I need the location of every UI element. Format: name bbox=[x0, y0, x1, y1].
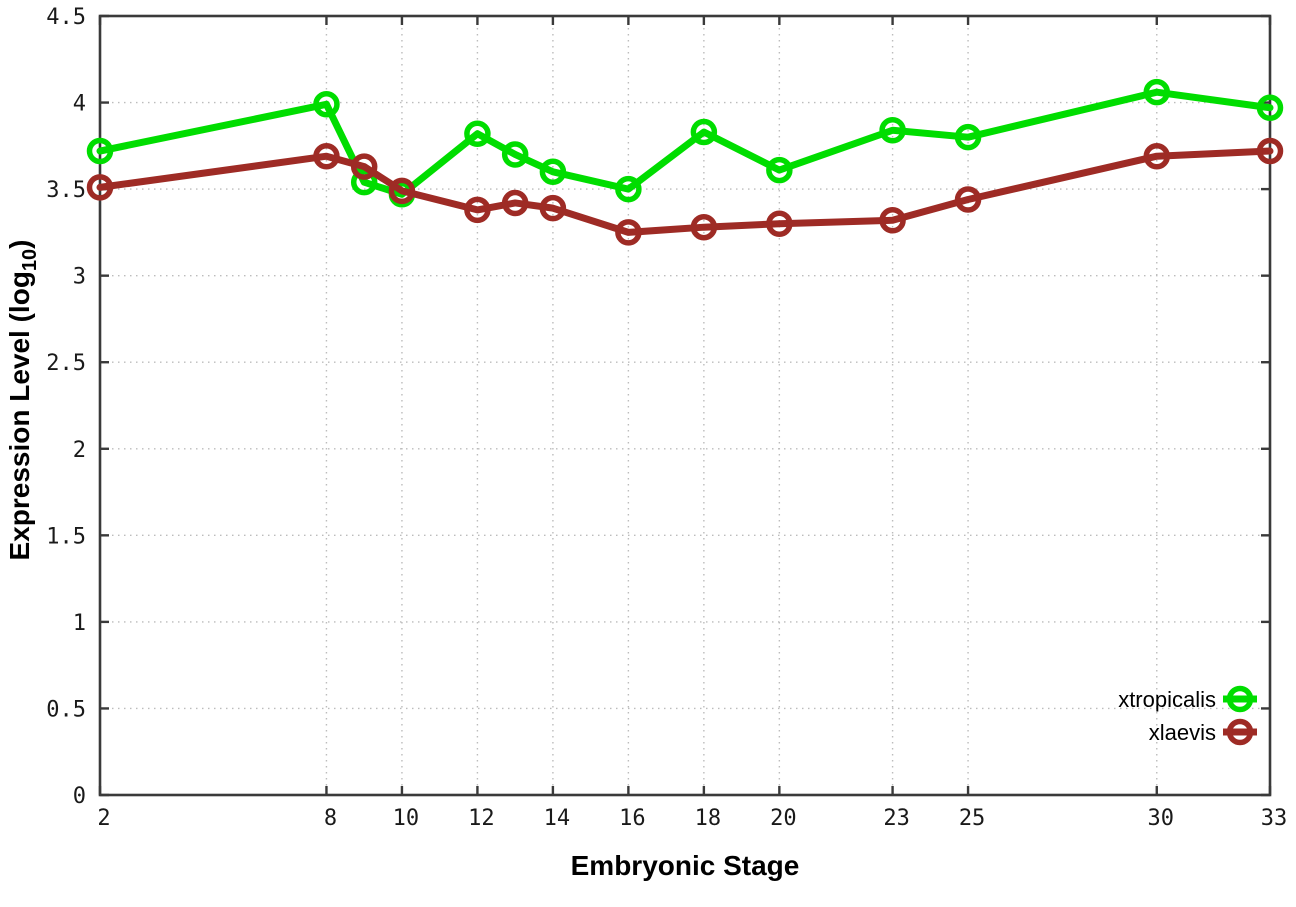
data-point-xtropicalis[interactable] bbox=[615, 175, 642, 203]
y-tick-label: 3 bbox=[73, 265, 86, 290]
data-point-xtropicalis[interactable] bbox=[766, 156, 793, 184]
x-tick-label: 30 bbox=[1148, 806, 1175, 831]
data-point-xtropicalis[interactable] bbox=[86, 137, 114, 165]
x-tick-label: 2 bbox=[97, 806, 110, 831]
data-point-xtropicalis[interactable] bbox=[1143, 78, 1171, 106]
data-point-xlaevis[interactable] bbox=[1256, 137, 1284, 165]
data-point-xlaevis[interactable] bbox=[879, 207, 906, 234]
y-tick-label: 4 bbox=[73, 92, 86, 117]
x-tick-label: 14 bbox=[544, 806, 571, 831]
x-tick-label: 25 bbox=[959, 806, 986, 831]
y-tick-label: 3.5 bbox=[46, 178, 86, 203]
y-axis-title-text: Expression Level (log bbox=[4, 271, 35, 561]
data-point-xlaevis[interactable] bbox=[539, 194, 567, 222]
x-tick-label: 23 bbox=[883, 806, 910, 831]
x-tick-label: 16 bbox=[619, 806, 646, 831]
x-axis-title: Embryonic Stage bbox=[0, 850, 1296, 882]
y-tick-label: 0 bbox=[73, 784, 86, 809]
legend-sample-marker-xlaevis bbox=[1226, 718, 1254, 746]
legend-sample-marker-xtropicalis bbox=[1226, 685, 1254, 713]
y-tick-label: 2 bbox=[73, 438, 86, 463]
data-point-xlaevis[interactable] bbox=[501, 189, 529, 217]
data-point-xtropicalis[interactable] bbox=[313, 91, 340, 118]
y-tick-label: 1.5 bbox=[46, 524, 86, 549]
series-line-xlaevis bbox=[96, 147, 1274, 236]
legend-label-xlaevis: xlaevis bbox=[1149, 720, 1216, 745]
x-tick-label: 18 bbox=[695, 806, 722, 831]
data-point-xlaevis[interactable] bbox=[388, 177, 416, 205]
x-tick-label: 20 bbox=[770, 806, 797, 831]
data-point-xlaevis[interactable] bbox=[690, 213, 718, 241]
data-point-xlaevis[interactable] bbox=[1143, 142, 1171, 170]
data-point-xtropicalis[interactable] bbox=[690, 118, 718, 146]
data-point-xtropicalis[interactable] bbox=[1256, 94, 1284, 121]
y-axis-title-subscript: 10 bbox=[19, 248, 41, 272]
x-tick-label: 8 bbox=[324, 806, 337, 831]
y-tick-label: 4.5 bbox=[46, 5, 86, 30]
x-tick-label: 10 bbox=[393, 806, 420, 831]
data-point-xtropicalis[interactable] bbox=[954, 123, 982, 151]
legend-label-xtropicalis: xtropicalis bbox=[1118, 687, 1216, 712]
data-point-xlaevis[interactable] bbox=[766, 210, 793, 237]
series-line-xtropicalis bbox=[96, 88, 1274, 198]
data-point-xlaevis[interactable] bbox=[615, 219, 642, 246]
data-point-xtropicalis[interactable] bbox=[501, 141, 529, 168]
data-point-xlaevis[interactable] bbox=[464, 196, 491, 224]
data-point-xlaevis[interactable] bbox=[313, 142, 340, 170]
y-axis-title: Expression Level (log10) bbox=[4, 239, 41, 561]
y-tick-label: 1 bbox=[73, 611, 86, 636]
x-tick-label: 12 bbox=[468, 806, 495, 831]
y-tick-label: 2.5 bbox=[46, 351, 86, 376]
y-axis-title-suffix: ) bbox=[4, 239, 35, 249]
data-point-xlaevis[interactable] bbox=[350, 153, 378, 180]
data-point-xlaevis[interactable] bbox=[86, 174, 114, 201]
data-point-xtropicalis[interactable] bbox=[350, 168, 378, 196]
data-point-xtropicalis[interactable] bbox=[464, 120, 491, 147]
x-tick-label: 33 bbox=[1261, 806, 1288, 831]
data-point-xtropicalis[interactable] bbox=[539, 158, 567, 186]
data-point-xlaevis[interactable] bbox=[954, 186, 982, 213]
plot-border bbox=[98, 14, 1272, 797]
data-point-xtropicalis[interactable] bbox=[879, 117, 906, 144]
x-axis-title-text: Embryonic Stage bbox=[570, 850, 800, 881]
y-tick-label: 0.5 bbox=[46, 697, 86, 722]
